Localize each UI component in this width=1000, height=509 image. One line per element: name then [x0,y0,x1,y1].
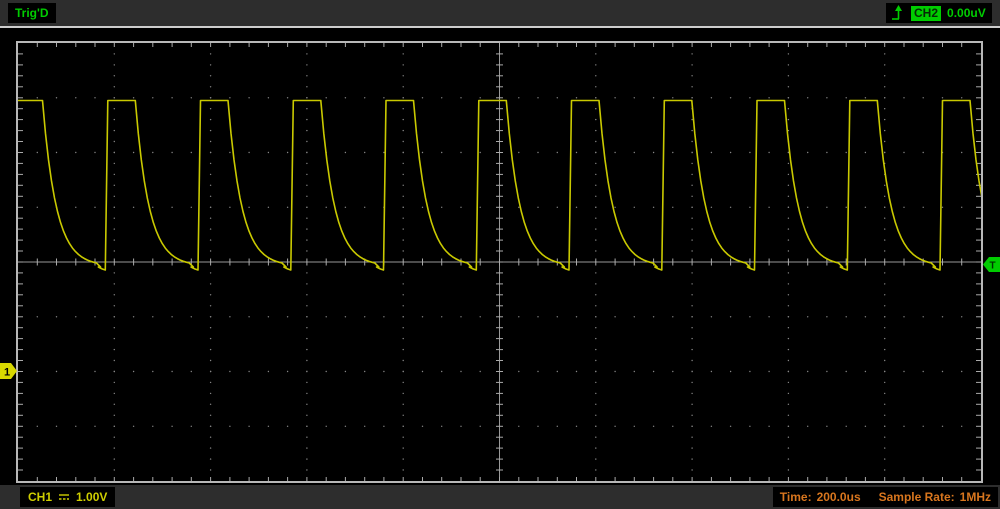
ch1-label: CH1 [28,490,53,504]
trigger-level-value: 0.00uV [947,6,986,20]
trigger-source-badge: CH2 [911,5,942,21]
rising-edge-icon [892,4,902,20]
trigger-readout[interactable]: CH2 0.00uV [886,3,992,23]
time-value: 200.0us [816,490,861,504]
trigger-marker-label: T [990,261,996,272]
top-status-bar: Trig'D CH2 0.00uV [0,0,1000,28]
ch1-readout[interactable]: CH1 1.00V [20,487,116,507]
sample-rate-value: 1MHz [959,490,991,504]
sample-rate-label: Sample Rate: [878,490,955,504]
bottom-status-bar: CH1 1.00V Time: 200.0us Sample Rate: 1MH… [0,485,1000,509]
ch1-marker-label: 1 [4,367,10,379]
ch1-marker-arrow [0,363,17,379]
ch1-position-marker[interactable]: 1 [0,363,18,379]
ch1-scale: 1.00V [76,490,108,504]
trigger-status: Trig'D [8,3,56,23]
trigger-level-marker[interactable]: T [983,257,1000,272]
display-area: 1 T [0,28,1000,485]
dc-coupling-icon [59,494,70,500]
trigger-marker-arrow [983,257,1000,272]
timebase-readout: Time: 200.0us Sample Rate: 1MHz [772,487,998,507]
time-label: Time: [779,490,812,504]
graticule-frame [16,41,983,483]
waveform-canvas [18,43,981,481]
